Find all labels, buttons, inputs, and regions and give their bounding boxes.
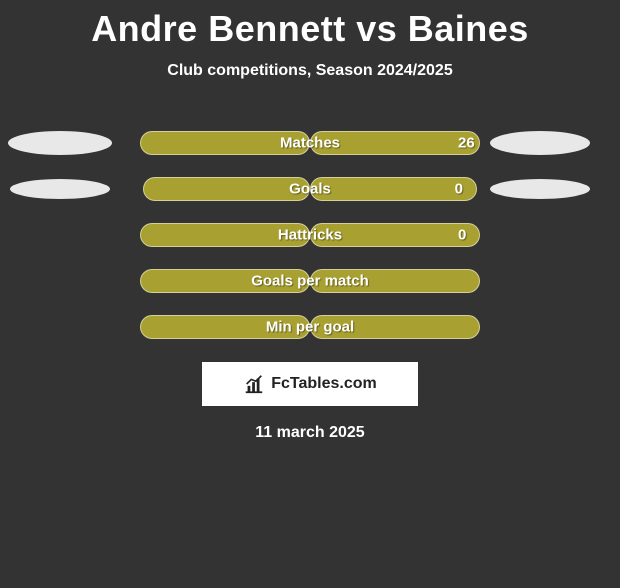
- stat-bar-left: [140, 269, 310, 293]
- stat-value-right: 26: [458, 135, 475, 152]
- stat-row: Matches26: [0, 120, 620, 166]
- stat-bar-left: [140, 131, 310, 155]
- stat-bar-left: [143, 177, 310, 201]
- player-right-marker: [490, 131, 590, 155]
- stat-bar-right: [310, 315, 480, 339]
- stat-bar-right: [310, 223, 480, 247]
- chart-icon: [243, 373, 265, 395]
- stat-bar-right: [310, 131, 480, 155]
- subtitle: Club competitions, Season 2024/2025: [0, 62, 620, 80]
- date-label: 11 march 2025: [0, 424, 620, 442]
- stat-row: Min per goal: [0, 304, 620, 350]
- watermark-text: FcTables.com: [271, 375, 377, 393]
- stat-row: Goals per match: [0, 258, 620, 304]
- stat-row: Goals0: [0, 166, 620, 212]
- comparison-chart: Matches26Goals0Hattricks0Goals per match…: [0, 120, 620, 350]
- watermark-box: FcTables.com: [202, 362, 418, 406]
- player-right-marker: [490, 179, 590, 199]
- stat-bar-right: [310, 269, 480, 293]
- stat-bar-left: [140, 315, 310, 339]
- stat-bar-right: [310, 177, 477, 201]
- stat-row: Hattricks0: [0, 212, 620, 258]
- stat-bar-left: [140, 223, 310, 247]
- page-title: Andre Bennett vs Baines: [0, 8, 620, 50]
- player-left-marker: [10, 179, 110, 199]
- stat-value-right: 0: [455, 181, 463, 198]
- player-left-marker: [8, 131, 112, 155]
- stat-value-right: 0: [458, 227, 466, 244]
